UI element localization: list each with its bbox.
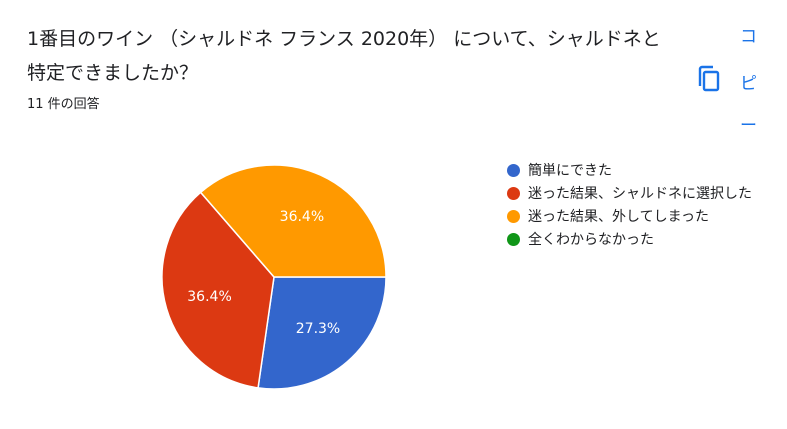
legend-marker-0 [507, 164, 520, 177]
legend-marker-2 [507, 210, 520, 223]
copy-button[interactable] [696, 64, 724, 96]
pie-slice-0[interactable] [257, 276, 387, 390]
copy-label-part-2[interactable]: ピ [740, 74, 757, 94]
pie-slice-label-1: 36.4% [187, 289, 231, 305]
copy-label-part-1[interactable]: コ [740, 27, 757, 47]
legend-marker-3 [507, 233, 520, 246]
pie-slice-label-2: 36.4% [280, 209, 324, 225]
pie-slice-label-0: 27.3% [296, 321, 340, 337]
legend-label-0: 簡単にできた [528, 163, 612, 179]
legend-item-3[interactable]: 全くわからなかった [507, 229, 767, 251]
legend-item-0[interactable]: 簡単にできた [507, 160, 767, 182]
response-count: 11 件の回答 [27, 97, 100, 112]
legend-label-3: 全くわからなかった [528, 232, 654, 248]
legend-item-2[interactable]: 迷った結果、外してしまった [507, 206, 767, 228]
copy-label-part-3[interactable]: ー [740, 116, 757, 136]
legend-label-1: 迷った結果、シャルドネに選択した [528, 186, 752, 202]
legend-item-1[interactable]: 迷った結果、シャルドネに選択した [507, 183, 767, 205]
pie-slice-2[interactable] [199, 164, 387, 278]
chart-legend: 簡単にできた迷った結果、シャルドネに選択した 迷った結果、外してしまった 全くわから… [507, 160, 767, 252]
legend-marker-1 [507, 187, 520, 200]
copy-icon [698, 65, 720, 92]
pie-slice-1[interactable] [161, 191, 275, 389]
legend-label-2: 迷った結果、外してしまった [528, 209, 710, 225]
question-title: 1番目のワイン （シャルドネ フランス 2020年） について、シャルドネと特定… [27, 28, 661, 84]
